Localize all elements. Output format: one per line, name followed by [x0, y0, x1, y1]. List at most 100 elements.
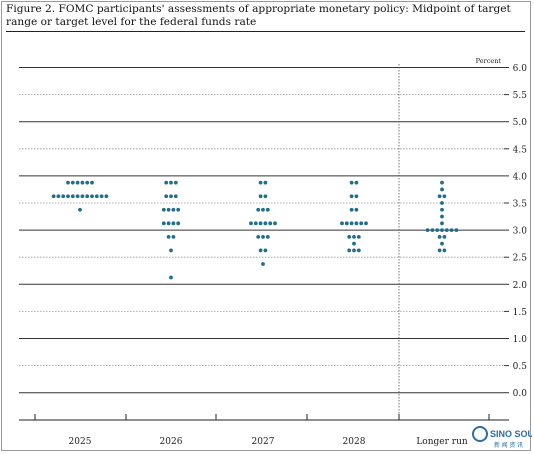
dot-marker	[356, 234, 361, 239]
dot-marker	[440, 228, 444, 233]
dot-marker	[171, 234, 176, 239]
y-tick-label: 3.5	[513, 200, 528, 210]
dot-marker	[166, 207, 171, 212]
dot-marker	[268, 221, 273, 226]
dot-marker	[265, 234, 270, 239]
dot-marker	[352, 248, 356, 253]
watermark-text: SINO SOUND	[490, 429, 532, 439]
dot-marker	[258, 194, 263, 199]
dot-marker	[442, 234, 447, 239]
dot-marker	[440, 207, 444, 212]
dot-marker	[354, 194, 359, 199]
dot-marker	[253, 221, 258, 226]
dot-marker	[437, 248, 442, 253]
dot-marker	[442, 194, 447, 199]
dot-marker	[90, 180, 94, 185]
dot-marker	[440, 241, 444, 246]
dot-marker	[51, 194, 56, 199]
dot-marker	[169, 248, 173, 253]
dot-marker	[104, 194, 109, 199]
dot-marker	[442, 248, 447, 253]
dot-marker	[99, 194, 104, 199]
dot-marker	[56, 194, 61, 199]
dot-marker	[440, 201, 444, 205]
dot-marker	[70, 194, 75, 199]
dot-marker	[70, 180, 75, 185]
dot-marker	[261, 262, 265, 266]
dot-marker	[75, 180, 80, 185]
y-tick-label: 2.0	[513, 281, 528, 291]
dot-marker	[449, 228, 454, 233]
dot-marker	[354, 207, 359, 212]
dot-marker	[173, 194, 178, 199]
y-tick-label: 1.5	[513, 308, 528, 318]
x-tick-label: Longer run	[416, 437, 468, 447]
dot-marker	[261, 234, 265, 239]
dot-marker	[440, 180, 444, 185]
dot-marker	[78, 207, 82, 212]
dot-marker	[166, 221, 171, 226]
dot-marker	[263, 180, 268, 185]
dot-marker	[440, 187, 444, 192]
dot-marker	[265, 207, 270, 212]
dot-marker	[354, 180, 359, 185]
dot-marker	[263, 221, 268, 226]
dot-marker	[349, 221, 354, 226]
y-tick-label: 3.0	[513, 227, 528, 237]
dot-marker	[256, 207, 261, 212]
dot-marker	[169, 194, 173, 199]
dot-marker	[171, 207, 176, 212]
dot-marker	[352, 234, 356, 239]
dot-marker	[249, 221, 253, 226]
dot-marker	[263, 194, 268, 199]
dot-marker	[444, 228, 449, 233]
dot-marker	[263, 248, 268, 253]
dot-marker	[359, 221, 364, 226]
unit-label: Percent	[476, 57, 502, 65]
y-tick-label: 5.5	[513, 91, 528, 101]
x-tick-label: 2025	[69, 437, 92, 447]
dot-marker	[352, 241, 356, 246]
y-tick-label: 1.0	[513, 335, 528, 345]
figure-title: Figure 2. FOMC participants' assessments…	[6, 3, 511, 28]
y-tick-label: 5.0	[513, 118, 528, 128]
dot-marker	[85, 194, 90, 199]
dot-marker	[354, 221, 359, 226]
dot-marker	[347, 248, 352, 253]
dot-marker	[166, 234, 171, 239]
dot-marker	[340, 221, 344, 226]
dot-marker	[437, 194, 442, 199]
dot-marker	[66, 180, 70, 185]
dot-marker	[75, 194, 80, 199]
title-rule	[6, 31, 525, 32]
y-tick-label: 4.0	[513, 172, 528, 182]
dot-marker	[173, 180, 178, 185]
dot-marker	[349, 194, 354, 199]
dot-marker	[440, 221, 444, 226]
dot-marker	[171, 221, 176, 226]
dot-marker	[90, 194, 94, 199]
dot-marker	[454, 228, 459, 233]
dot-marker	[161, 221, 166, 226]
watermark-logo: SINO SOUND 新 闻 资 讯	[472, 426, 532, 449]
dot-marker	[80, 180, 85, 185]
dot-marker	[164, 180, 169, 185]
dot-marker	[364, 221, 368, 226]
y-tick-label: 4.5	[513, 145, 528, 155]
dot-marker	[258, 248, 263, 253]
y-tick-label: 2.5	[513, 254, 528, 264]
dot-marker	[85, 180, 90, 185]
y-tick-label: 0.5	[513, 362, 528, 372]
dot-marker	[164, 194, 169, 199]
dot-marker	[430, 228, 435, 233]
dot-marker	[61, 194, 66, 199]
x-tick-label: 2026	[160, 437, 183, 447]
x-tick-label: 2028	[343, 437, 366, 447]
dot-marker	[66, 194, 70, 199]
dot-marker	[356, 248, 361, 253]
dot-marker	[161, 207, 166, 212]
dot-marker	[258, 180, 263, 185]
dot-marker	[169, 180, 173, 185]
dot-marker	[80, 194, 85, 199]
